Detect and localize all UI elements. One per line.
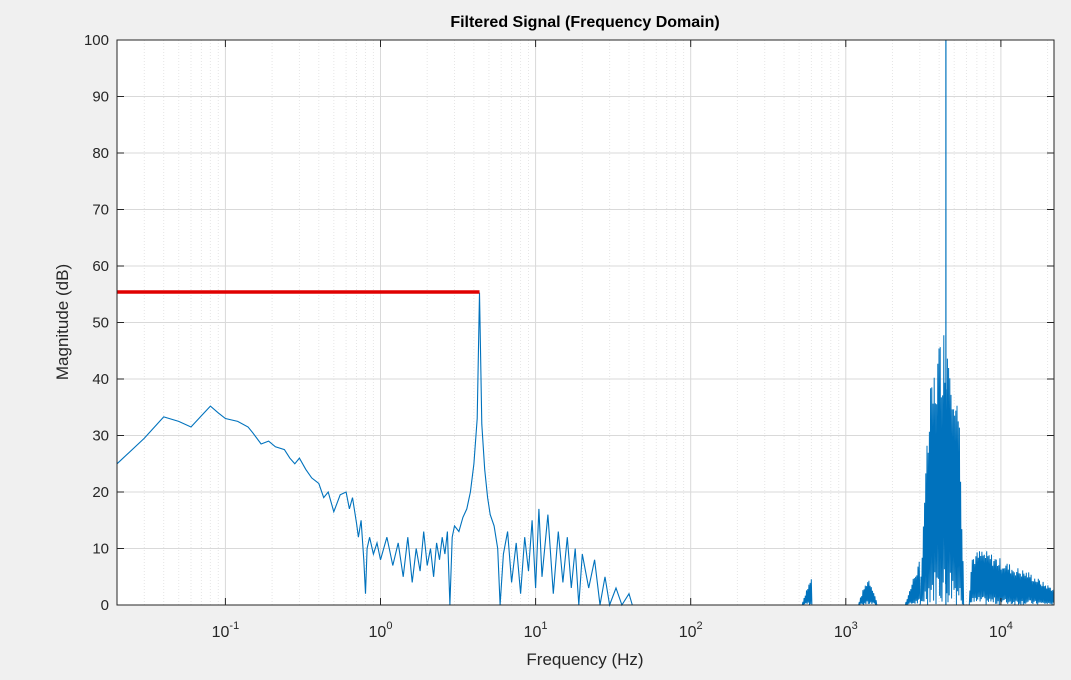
spectrum-band <box>968 551 1055 606</box>
spectrum-band <box>919 335 965 606</box>
chart-title: Filtered Signal (Frequency Domain) <box>450 14 719 31</box>
spectrum-band <box>858 580 878 606</box>
y-tick-label: 60 <box>92 258 109 275</box>
y-axis-label: Magnitude (dB) <box>53 264 72 380</box>
y-tick-label: 40 <box>92 371 109 388</box>
x-tick-label: 103 <box>834 620 858 641</box>
y-tick-label: 70 <box>92 202 109 219</box>
x-tick-labels: 10-1 100 101 102 103 104 <box>212 620 1013 641</box>
y-tick-label: 0 <box>101 597 109 614</box>
y-tick-label: 100 <box>84 32 109 49</box>
spectrum-line <box>116 292 812 608</box>
y-tick-label: 90 <box>92 89 109 106</box>
y-tick-labels: 0 10 20 30 40 50 60 70 80 90 100 <box>84 32 109 614</box>
y-tick-label: 10 <box>92 541 109 558</box>
y-tick-label: 30 <box>92 428 109 445</box>
x-tick-label: 104 <box>989 620 1013 641</box>
spectrum-band <box>904 561 921 606</box>
x-axis-label: Frequency (Hz) <box>526 650 643 669</box>
major-grid <box>117 39 1054 606</box>
y-tick-label: 80 <box>92 145 109 162</box>
x-tick-label: 10-1 <box>212 620 240 641</box>
y-tick-label: 50 <box>92 315 109 332</box>
tick-marks <box>117 39 1054 606</box>
x-tick-label: 102 <box>679 620 703 641</box>
x-tick-label: 100 <box>369 620 393 641</box>
series-layer <box>116 40 1055 608</box>
spectrum-band <box>801 579 813 606</box>
x-tick-label: 101 <box>524 620 548 641</box>
y-tick-label: 20 <box>92 484 109 501</box>
